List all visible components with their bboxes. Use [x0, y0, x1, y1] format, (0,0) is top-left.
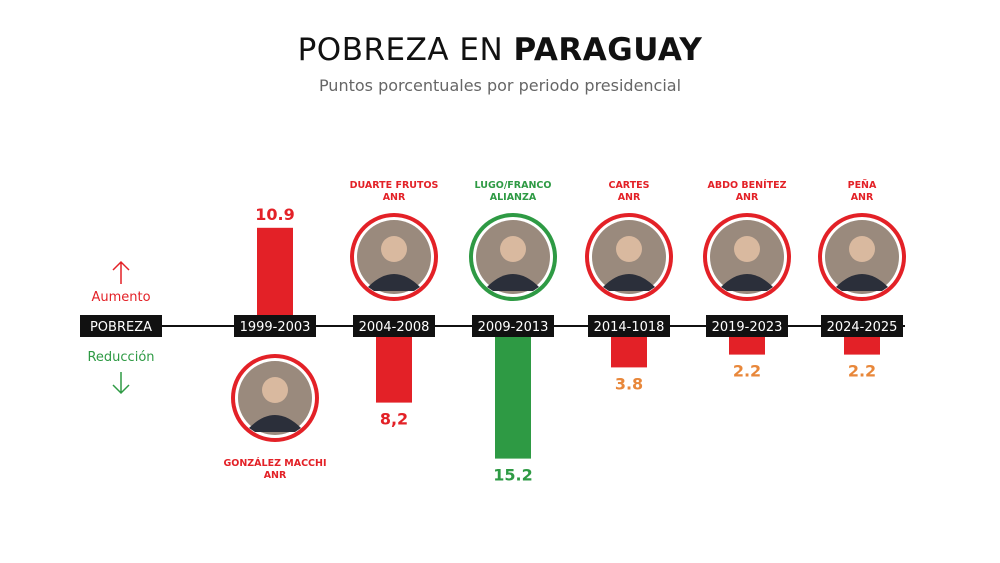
president-party-1: ANR — [383, 192, 406, 203]
period-label-3: 2014-1018 — [594, 320, 665, 335]
portrait-head-2 — [500, 236, 526, 262]
bar-0 — [257, 227, 293, 315]
arrow-up-icon — [112, 260, 130, 284]
portrait-head-0 — [262, 377, 288, 403]
period-label-4: 2019-2023 — [712, 320, 783, 335]
value-label-3: 3.8 — [615, 374, 643, 393]
chart-subtitle: Puntos porcentuales por periodo presiden… — [318, 76, 682, 95]
period-label-2: 2009-2013 — [478, 320, 549, 335]
president-party-3: ANR — [618, 192, 641, 203]
axis-label-box — [80, 315, 162, 337]
president-name-0: GONZÁLEZ MACCHI — [223, 457, 326, 469]
legend-increase: Aumento — [91, 290, 150, 305]
president-party-2: ALIANZA — [490, 192, 537, 203]
period-label-0: 1999-2003 — [240, 320, 311, 335]
bar-3 — [611, 337, 647, 368]
period-box-3 — [588, 315, 670, 337]
portrait-body-0 — [249, 415, 301, 432]
president-party-4: ANR — [736, 192, 759, 203]
president-name-3: CARTES — [608, 180, 649, 191]
president-name-1: DUARTE FRUTOS — [350, 180, 439, 191]
president-name-2: LUGO/FRANCO — [475, 180, 552, 191]
bar-2 — [495, 337, 531, 459]
president-name-5: PEÑA — [848, 180, 877, 191]
portrait-head-4 — [734, 236, 760, 262]
portrait-body-3 — [603, 274, 655, 291]
value-label-0: 10.9 — [255, 205, 294, 224]
period-box-2 — [472, 315, 554, 337]
period-label-1: 2004-2008 — [359, 320, 430, 335]
portrait-head-5 — [849, 236, 875, 262]
period-box-1 — [353, 315, 435, 337]
president-name-4: ABDO BENÍTEZ — [708, 179, 787, 191]
president-party-0: ANR — [264, 470, 287, 481]
portrait-head-1 — [381, 236, 407, 262]
title-bold: PARAGUAY — [513, 32, 703, 68]
value-label-5: 2.2 — [848, 362, 876, 381]
period-label-5: 2024-2025 — [827, 320, 898, 335]
legend-decrease: Reducción — [87, 350, 154, 365]
period-box-5 — [821, 315, 903, 337]
portrait-head-3 — [616, 236, 642, 262]
portrait-body-1 — [368, 274, 420, 291]
chart-title: POBREZA EN PARAGUAY — [0, 32, 1000, 68]
portrait-body-5 — [836, 274, 888, 291]
period-box-0 — [234, 315, 316, 337]
axis-label: POBREZA — [90, 320, 152, 335]
value-label-2: 15.2 — [493, 466, 532, 485]
title-normal: POBREZA EN — [297, 32, 514, 68]
bar-1 — [376, 337, 412, 403]
period-box-4 — [706, 315, 788, 337]
value-label-4: 2.2 — [733, 362, 761, 381]
portrait-body-4 — [721, 274, 773, 291]
bar-5 — [844, 337, 880, 355]
president-party-5: ANR — [851, 192, 874, 203]
value-label-1: 8,2 — [380, 410, 408, 429]
portrait-body-2 — [487, 274, 539, 291]
bar-4 — [729, 337, 765, 355]
arrow-down-icon — [112, 372, 130, 395]
